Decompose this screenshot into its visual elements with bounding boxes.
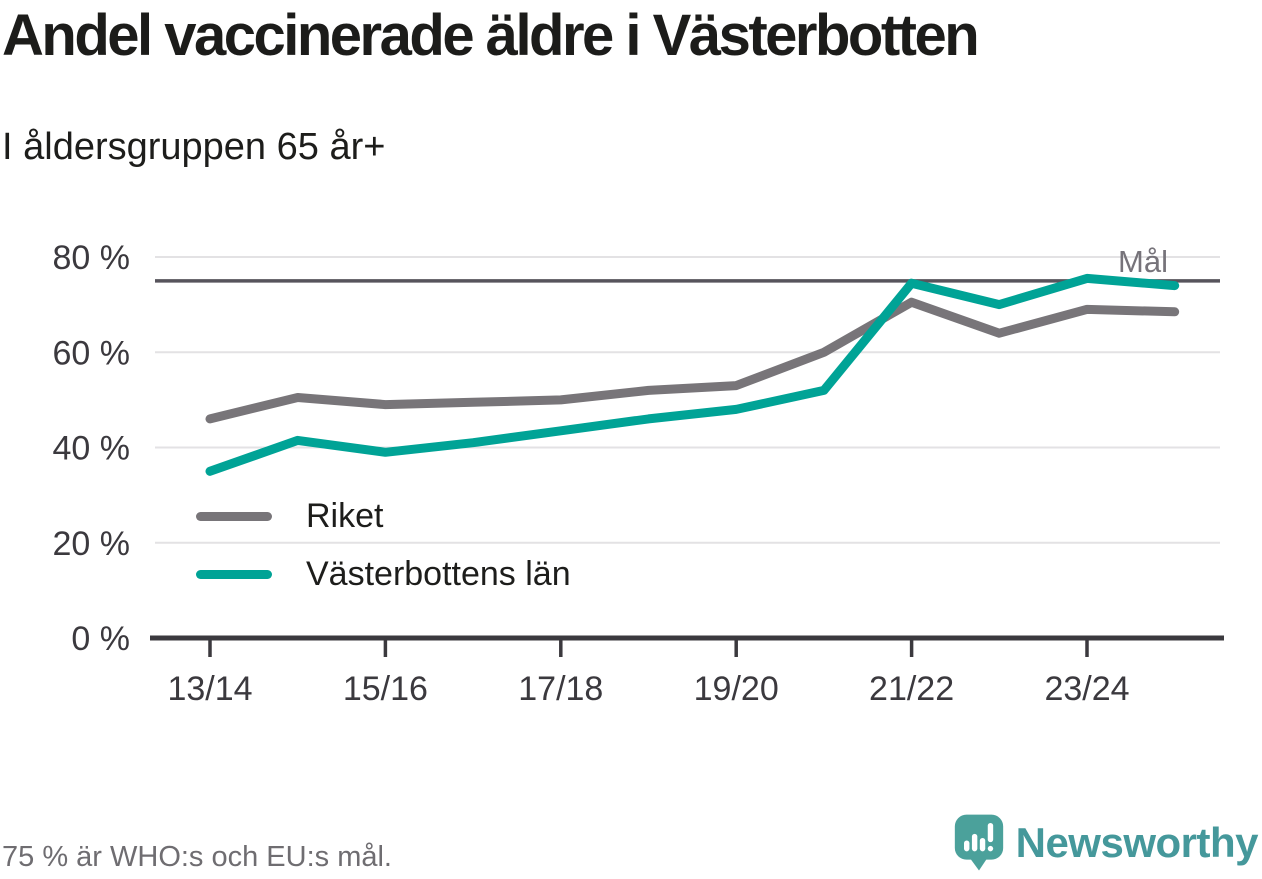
- x-tick-label: 15/16: [343, 670, 428, 708]
- y-tick-label: 20 %: [53, 525, 131, 563]
- legend-item-lan: Västerbottens län: [190, 550, 629, 598]
- riket-line-swatch: [196, 511, 272, 521]
- x-tick-label: 13/14: [167, 670, 252, 708]
- legend: Riket Västerbottens län: [190, 492, 629, 598]
- goal-label: Mål: [1118, 244, 1168, 279]
- series-line-lan: [205, 273, 1180, 476]
- lan-line-swatch: [196, 569, 272, 579]
- y-tick-label: 60 %: [53, 334, 131, 372]
- y-tick-label: 40 %: [53, 430, 131, 468]
- y-tick-label: 0 %: [71, 620, 130, 658]
- legend-item-riket: Riket: [190, 492, 629, 540]
- newsworthy-logo: Newsworthy: [954, 812, 1259, 874]
- x-tick-label: 19/20: [694, 670, 779, 708]
- page-subtitle: I åldersgruppen 65 år+: [2, 126, 386, 168]
- page-title: Andel vaccinerade äldre i Västerbotten: [2, 3, 980, 68]
- y-tick-label: 80 %: [53, 239, 131, 277]
- newsworthy-icon: [954, 814, 1003, 871]
- legend-label-lan: Västerbottens län: [306, 554, 571, 593]
- newsworthy-wordmark: Newsworthy: [1015, 819, 1259, 866]
- legend-label-riket: Riket: [306, 496, 384, 535]
- x-tick-label: 23/24: [1044, 670, 1129, 708]
- x-tick-label: 17/18: [518, 670, 603, 708]
- x-tick-label: 21/22: [869, 670, 954, 708]
- series-line-riket: [205, 297, 1180, 424]
- footnote: 75 % är WHO:s och EU:s mål.: [2, 841, 392, 873]
